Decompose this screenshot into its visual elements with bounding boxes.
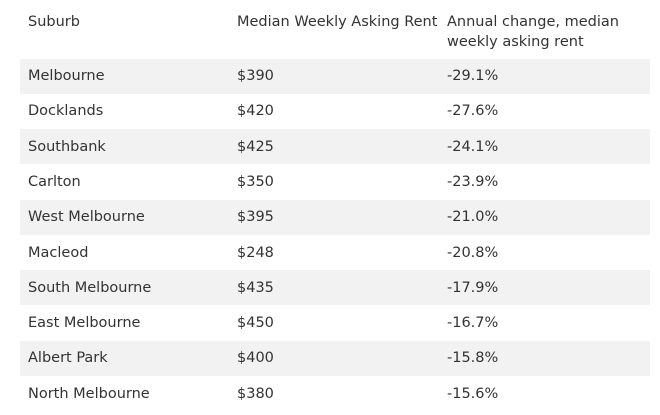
table-cell: East Melbourne xyxy=(28,315,141,332)
table-cell: $395 xyxy=(237,209,274,226)
table-cell: -29.1% xyxy=(447,68,499,84)
table-cell: $248 xyxy=(237,244,274,261)
table-cell: $420 xyxy=(237,103,274,120)
table-row xyxy=(20,94,650,129)
table-cell: $425 xyxy=(237,138,274,155)
header-cell: Annual change, median weekly asking rent xyxy=(447,14,619,50)
table-row xyxy=(20,270,650,306)
table-cell: $390 xyxy=(237,68,274,84)
table-cell: $380 xyxy=(237,385,274,402)
table-cell: -20.8% xyxy=(447,244,499,261)
table-cell: West Melbourne xyxy=(28,209,145,226)
header-cell: Suburb xyxy=(28,14,80,30)
table-cell: Macleod xyxy=(28,244,89,261)
table-row xyxy=(20,58,650,94)
table-row xyxy=(20,129,650,165)
table-cell: -21.0% xyxy=(447,209,499,226)
table-cell: -24.1% xyxy=(447,138,499,155)
table-cell: North Melbourne xyxy=(28,385,150,402)
table-cell: -15.6% xyxy=(447,385,499,402)
table-cell: $400 xyxy=(237,350,274,367)
table-cell: Docklands xyxy=(28,103,104,120)
table-cell: -23.9% xyxy=(447,173,499,190)
table-cell: Carlton xyxy=(28,173,81,190)
table-row xyxy=(20,235,650,270)
table-row xyxy=(20,164,650,199)
table-cell: $350 xyxy=(237,173,274,190)
table-cell: -15.8% xyxy=(447,350,499,367)
table-cell: Melbourne xyxy=(28,68,105,84)
table-cell: South Melbourne xyxy=(28,279,152,296)
table-cell: $435 xyxy=(237,279,274,296)
table-row xyxy=(20,199,650,235)
table-cell: Albert Park xyxy=(28,350,108,367)
table-cell: Southbank xyxy=(28,138,106,155)
table-cell: -16.7% xyxy=(447,315,499,332)
header-cell: Median Weekly Asking Rent xyxy=(237,14,438,30)
table-cell: -17.9% xyxy=(447,279,499,296)
table-cell: $450 xyxy=(237,315,274,332)
table-cell: -27.6% xyxy=(447,103,499,120)
table-row xyxy=(20,340,650,376)
